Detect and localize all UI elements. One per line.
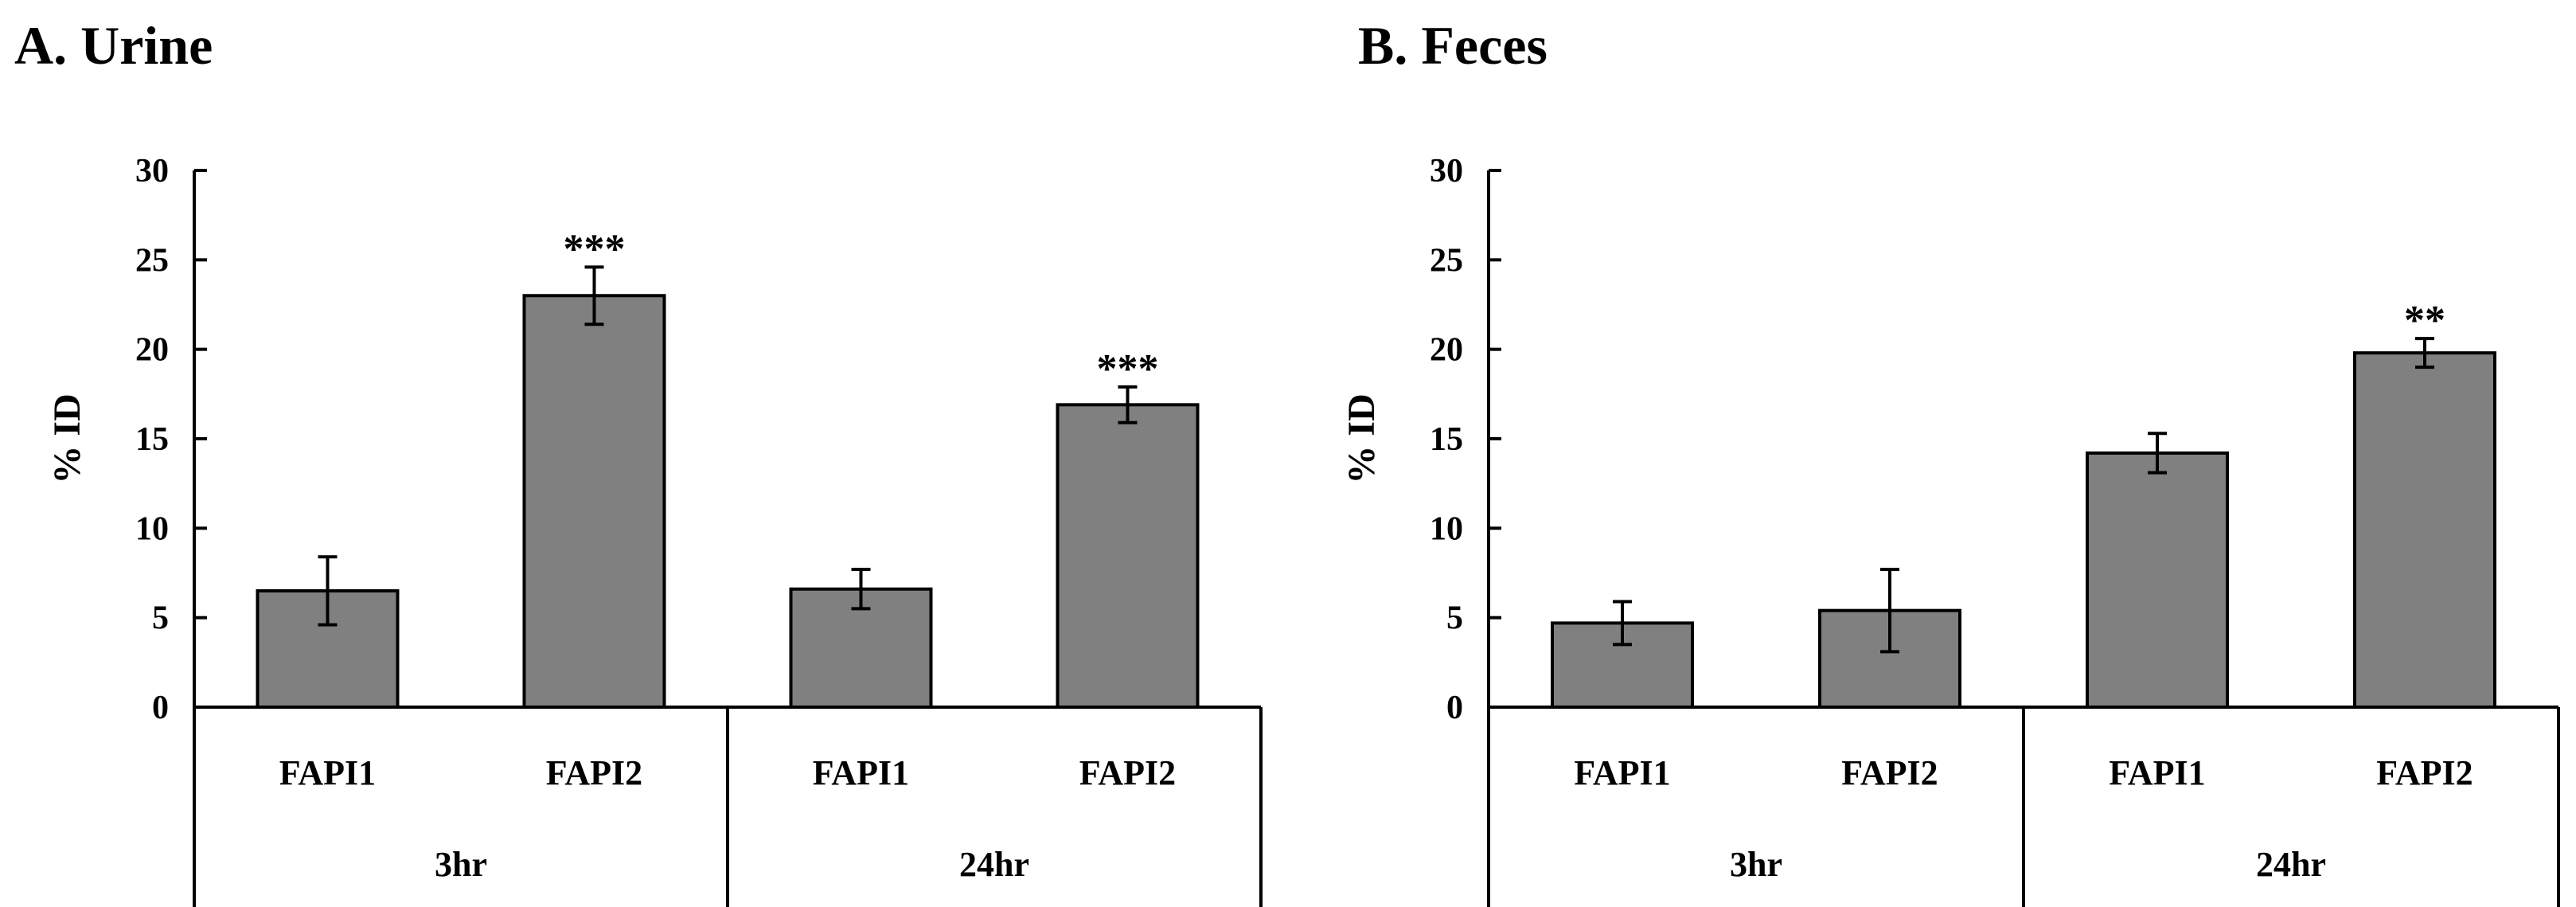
- chart1-category-label: FAPI1: [813, 753, 909, 792]
- chart2-group-label: 3hr: [1730, 845, 1782, 884]
- chart1-y-tick-label: 10: [135, 510, 169, 547]
- chart2-y-tick-label: 5: [1446, 600, 1463, 637]
- chart2-y-tick-label: 25: [1430, 242, 1463, 279]
- chart1-bar: [522, 294, 666, 709]
- chart1-y-tick-label: 5: [152, 600, 169, 637]
- chart1-significance-label: ***: [1097, 346, 1159, 392]
- chart1-y-tick-label: 20: [135, 332, 169, 369]
- chart1-y-tick-label: 15: [135, 421, 169, 458]
- chart2-bar: [1818, 608, 1961, 709]
- chart1-category-label: FAPI1: [279, 753, 376, 792]
- chart2-category-label: FAPI1: [1574, 753, 1670, 792]
- chart1-y-axis-title: % ID: [46, 393, 88, 483]
- chart1-category-label: FAPI2: [546, 753, 642, 792]
- chart2-y-tick-label: 10: [1430, 510, 1463, 547]
- chart2-y-axis-title: % ID: [1341, 393, 1383, 483]
- chart1-significance-label: ***: [564, 226, 626, 272]
- chart2-significance-label: **: [2404, 298, 2445, 343]
- chart1-group-label: 24hr: [959, 845, 1029, 884]
- chart2-bar: [2086, 451, 2229, 709]
- chart1-y-tick-label: 0: [152, 690, 169, 726]
- chart1-category-label: FAPI2: [1079, 753, 1176, 792]
- chart1-group-label: 3hr: [435, 845, 487, 884]
- chart2-bar: [2353, 351, 2496, 709]
- chart2-group-label: 24hr: [2256, 845, 2326, 884]
- chart2-category-label: FAPI2: [1841, 753, 1938, 792]
- chart2-title: B. Feces: [1358, 15, 1548, 76]
- chart2-y-tick-label: 0: [1446, 690, 1463, 726]
- chart1-title: A. Urine: [14, 15, 213, 76]
- chart2-y-tick-label: 30: [1430, 153, 1463, 190]
- chart1-y-tick-label: 25: [135, 242, 169, 279]
- chart2-category-label: FAPI2: [2376, 753, 2473, 792]
- chart1-y-tick-label: 30: [135, 153, 169, 190]
- chart2-category-label: FAPI1: [2109, 753, 2205, 792]
- chart1-bar: [1056, 403, 1200, 709]
- chart2-y-tick-label: 20: [1430, 332, 1463, 369]
- chart2-y-tick-label: 15: [1430, 421, 1463, 458]
